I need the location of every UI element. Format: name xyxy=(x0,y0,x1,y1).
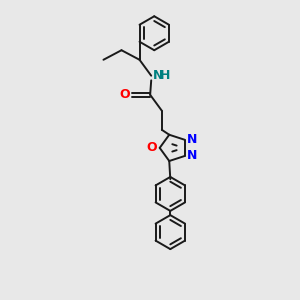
Text: N: N xyxy=(187,133,198,146)
Text: N: N xyxy=(153,69,163,82)
Text: O: O xyxy=(146,141,157,154)
Text: H: H xyxy=(160,69,170,82)
Text: N: N xyxy=(187,149,198,163)
Text: O: O xyxy=(119,88,130,101)
